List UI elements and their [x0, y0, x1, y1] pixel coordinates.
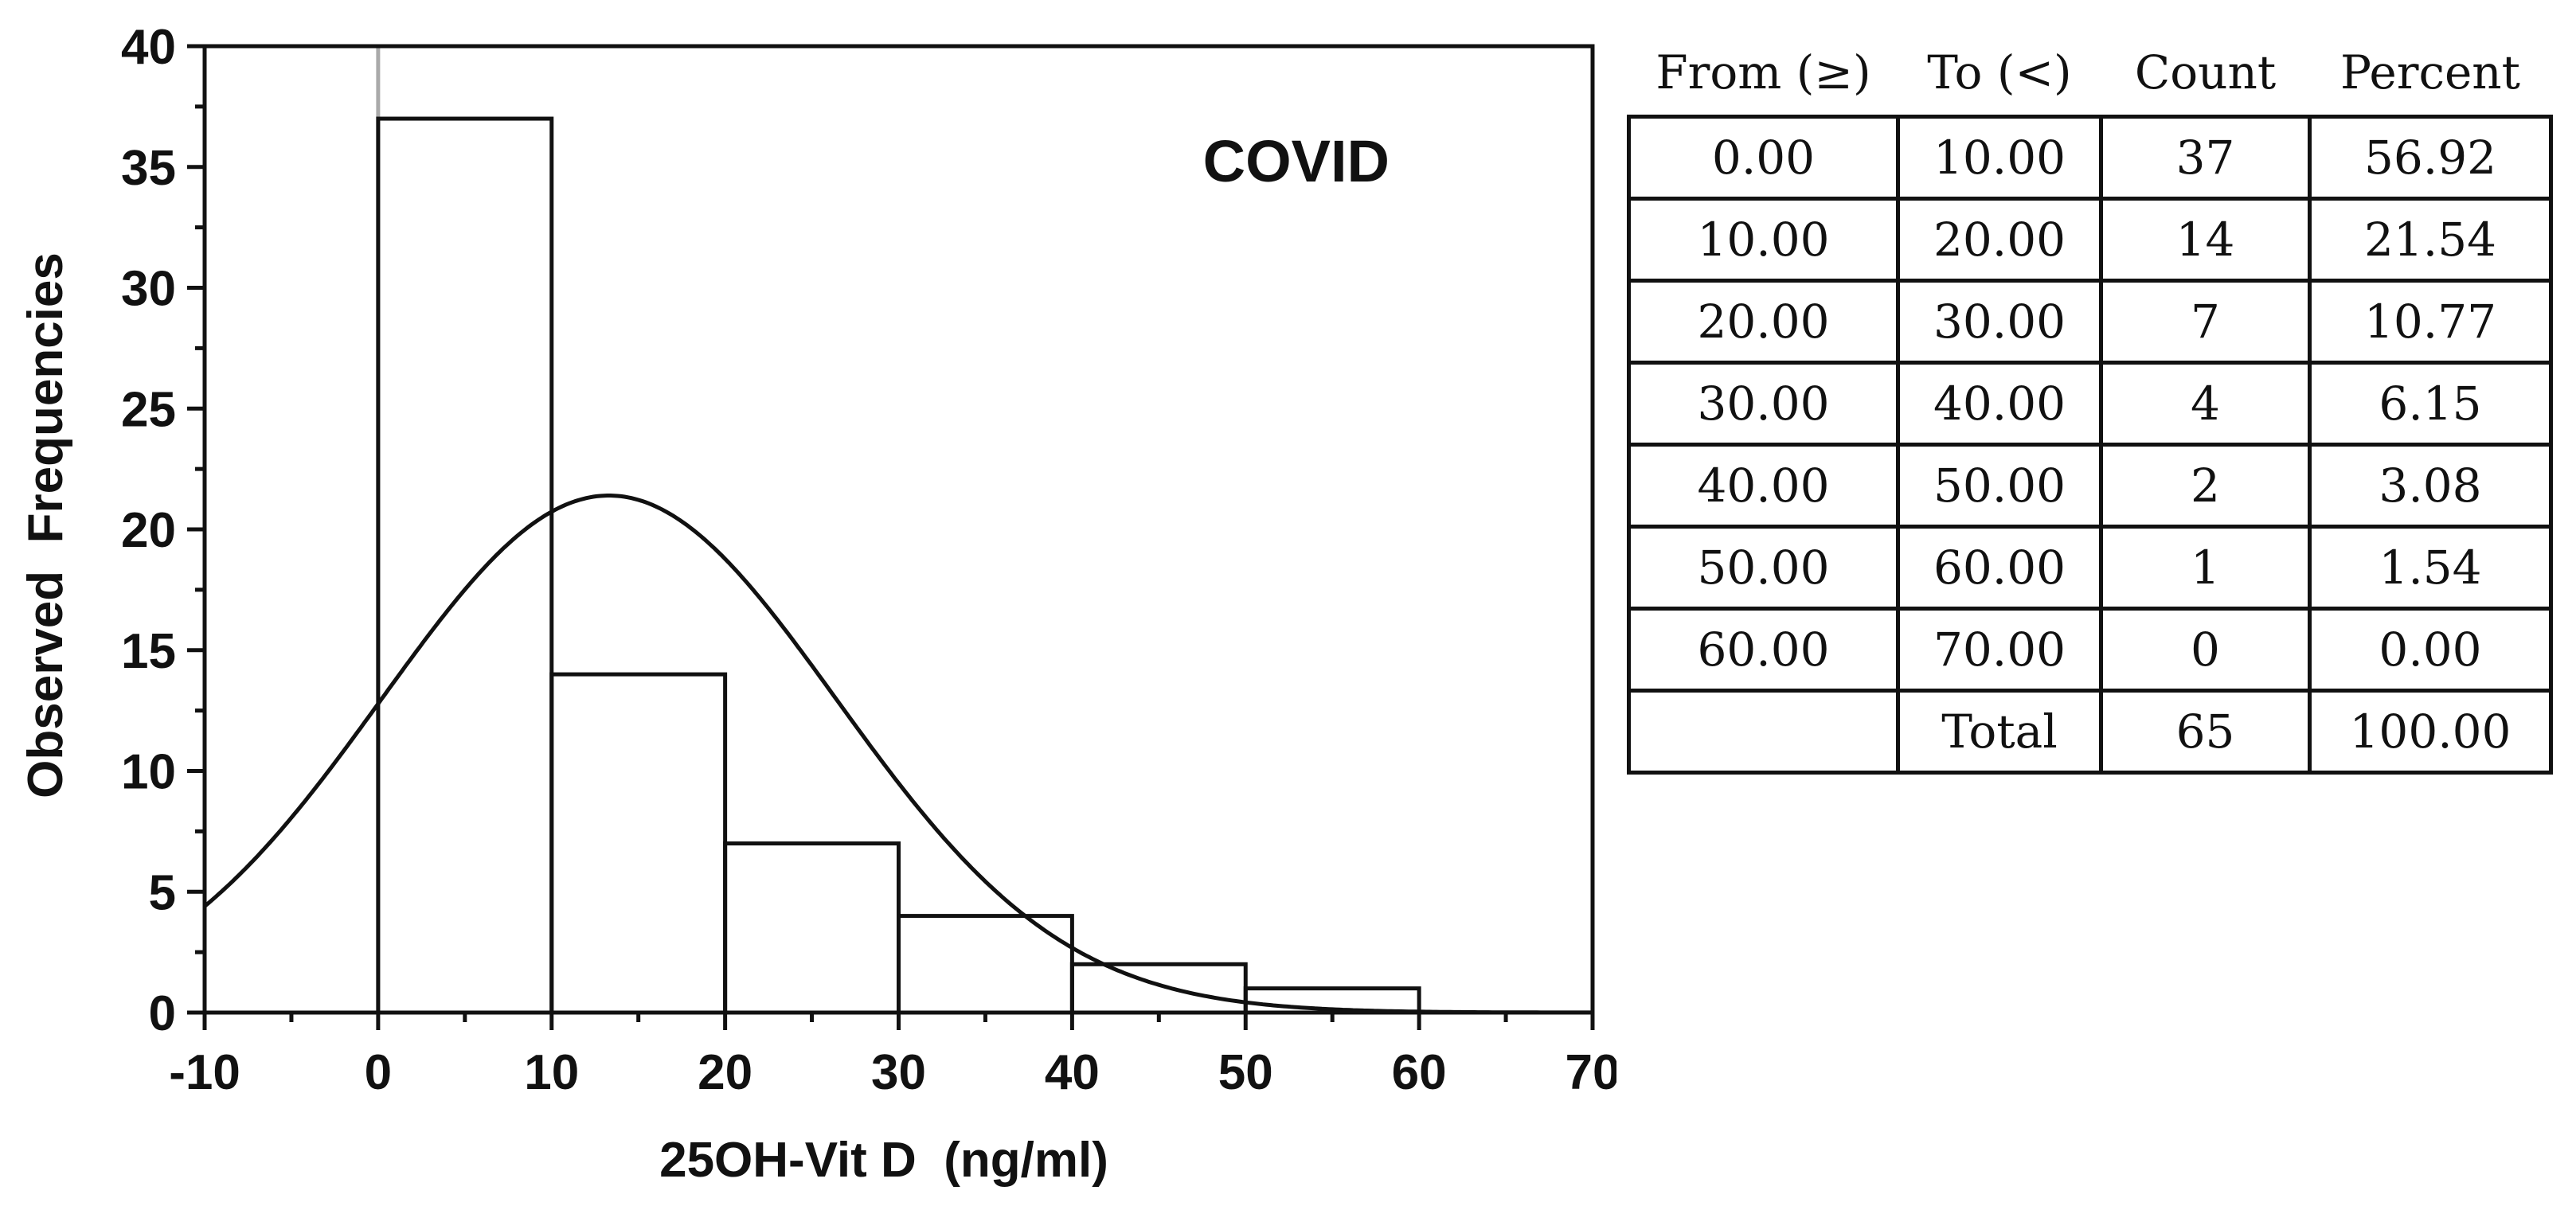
x-axis-label: 25OH-Vit D (ng/ml)	[659, 1133, 1108, 1188]
y-tick-label: 15	[121, 624, 176, 679]
cell-count: 4	[2099, 361, 2312, 447]
histogram-bar	[1069, 962, 1248, 1015]
histogram-bar	[549, 672, 728, 1015]
x-tick-label: 40	[1045, 1045, 1100, 1100]
cell-to: 20.00	[1896, 197, 2103, 283]
table-row: 0.00 10.00 37 56.92	[1627, 115, 2553, 201]
frequency-table: From (≥) To (<) Count Percent 0.00 10.00…	[1627, 30, 2553, 775]
table-row: 30.00 40.00 4 6.15	[1627, 361, 2553, 447]
cell-to: 50.00	[1896, 443, 2103, 529]
table-row: 20.00 30.00 7 10.77	[1627, 279, 2553, 365]
cell-from: 0.00	[1627, 115, 1900, 201]
y-tick-label: 35	[121, 141, 176, 196]
y-tick-label: 0	[149, 986, 176, 1041]
table-total-row: Total 65 100.00	[1627, 689, 2553, 775]
cell-to: 10.00	[1896, 115, 2103, 201]
histogram-bar	[723, 841, 901, 1015]
cell-from	[1627, 689, 1900, 775]
cell-total-percent: 100.00	[2308, 689, 2553, 775]
cell-from: 40.00	[1627, 443, 1900, 529]
table-row: 40.00 50.00 2 3.08	[1627, 443, 2553, 529]
x-tick-label: 20	[698, 1045, 752, 1100]
x-tick-label: 70	[1566, 1045, 1616, 1100]
cell-percent: 10.77	[2308, 279, 2553, 365]
table-row: 50.00 60.00 1 1.54	[1627, 525, 2553, 611]
cell-count: 14	[2099, 197, 2312, 283]
header-percent: Percent	[2340, 45, 2520, 100]
cell-to: 30.00	[1896, 279, 2103, 365]
table-row: 60.00 70.00 0 0.00	[1627, 607, 2553, 693]
header-from: From (≥)	[1655, 45, 1871, 100]
fitted-normal-curve	[203, 494, 1593, 1015]
cell-percent: 6.15	[2308, 361, 2553, 447]
cell-percent: 3.08	[2308, 443, 2553, 529]
chart-label: COVID	[1203, 128, 1390, 194]
cell-from: 20.00	[1627, 279, 1900, 365]
x-tick-label: 10	[524, 1045, 579, 1100]
header-to: To (<)	[1927, 45, 2072, 100]
y-tick-label: 10	[121, 745, 176, 800]
cell-percent: 0.00	[2308, 607, 2553, 693]
y-tick-label: 30	[121, 262, 176, 317]
cell-total-label: Total	[1896, 689, 2103, 775]
cell-to: 70.00	[1896, 607, 2103, 693]
cell-from: 30.00	[1627, 361, 1900, 447]
cell-percent: 21.54	[2308, 197, 2553, 283]
cell-from: 10.00	[1627, 197, 1900, 283]
x-tick-label: 60	[1392, 1045, 1447, 1100]
cell-count: 0	[2099, 607, 2312, 693]
x-tick-label: 50	[1218, 1045, 1273, 1100]
x-tick-label: 0	[365, 1045, 392, 1100]
cell-to: 60.00	[1896, 525, 2103, 611]
y-tick-label: 20	[121, 503, 176, 558]
cell-count: 37	[2099, 115, 2312, 201]
table-header-row: From (≥) To (<) Count Percent	[1629, 30, 2551, 117]
cell-count: 2	[2099, 443, 2312, 529]
header-count: Count	[2134, 45, 2277, 100]
y-axis-label: Observed Frequencies	[18, 252, 73, 798]
y-tick-label: 5	[149, 865, 176, 920]
cell-count: 7	[2099, 279, 2312, 365]
cell-to: 40.00	[1896, 361, 2103, 447]
x-tick-label: -10	[169, 1045, 240, 1100]
x-tick-label: 30	[871, 1045, 926, 1100]
table-row: 10.00 20.00 14 21.54	[1627, 197, 2553, 283]
cell-count: 1	[2099, 525, 2312, 611]
cell-percent: 1.54	[2308, 525, 2553, 611]
cell-total-count: 65	[2099, 689, 2312, 775]
cell-from: 50.00	[1627, 525, 1900, 611]
cell-percent: 56.92	[2308, 115, 2553, 201]
y-tick-label: 25	[121, 382, 176, 437]
cell-from: 60.00	[1627, 607, 1900, 693]
y-tick-label: 40	[121, 20, 176, 75]
histogram-bar	[376, 116, 554, 1015]
